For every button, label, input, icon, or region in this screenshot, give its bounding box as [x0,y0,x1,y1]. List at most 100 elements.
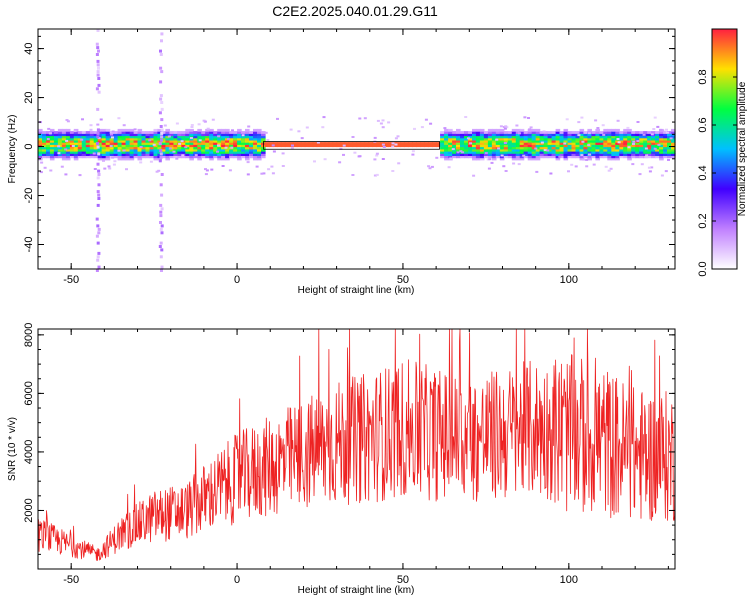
spectrogram-cell [671,151,676,154]
spectrogram-cell [643,148,648,152]
spectrogram-cell [627,131,632,134]
spectrogram-cell [491,128,497,132]
spectrogram-cell [105,128,111,132]
spectrogram-cell [65,146,71,150]
spectrogram-cell [49,157,55,161]
spectrogram-cell [499,131,505,134]
spectrogram-cell [205,131,210,134]
spectrogram-cell [117,117,121,120]
spectrogram-cell [579,144,585,148]
spectrogram-cell [221,153,226,156]
spectrogram-cell [615,133,620,137]
spectrogram-cell [659,133,664,137]
spectrogram-cell [101,128,107,132]
spectrogram-cell [61,146,67,150]
spectrogram-cell [527,144,533,148]
spectrogram-cell [53,137,59,141]
spectrogram-cell [464,146,469,150]
spectrogram-cell [69,155,75,159]
spectrogram-cell [659,131,664,134]
spectrogram-cell [475,139,481,143]
spectrogram-cell [503,146,509,150]
spectrogram-cell [504,170,508,172]
spectrogram-cell [233,135,238,139]
spectrogram-cell [519,151,525,154]
spectrogram-cell [416,144,421,148]
spectrogram-cell [603,155,608,159]
spectrogram-cell [619,153,624,156]
spectrogram-cell [567,131,573,134]
spectrogram-cell [161,155,166,159]
spectrogram-cell [619,131,624,134]
spectrogram-cell [77,131,83,134]
spectrogram-cell [159,97,163,101]
spectrogram-cell [217,155,222,159]
spectrogram-cell [468,131,473,134]
spectrogram-cell [257,128,262,132]
spectrogram-cell [261,135,266,139]
spectrogram-cell [237,142,242,145]
spectrogram-cell [571,142,577,145]
spectrogram-cell [483,133,489,137]
spectrogram-cell [469,142,473,145]
spectrogram-cell [169,153,174,156]
spectrogram-cell [651,135,656,139]
spectrogram-cell [97,155,103,159]
spectrogram-cell [209,151,214,154]
spectrogram-cell [181,146,186,150]
spectrogram-cell [671,137,676,141]
spectrogram-cell [89,124,93,127]
spectrogram-cell [563,137,569,141]
spectrogram-cell [587,146,592,150]
spectrogram-cell [137,135,143,139]
spectrogram-cell [97,83,101,87]
spectrogram-cell [173,144,178,148]
spectrogram-cell [81,153,87,156]
spectrogram-cell [519,155,525,159]
spectrogram-cell [65,144,71,148]
spectrogram-cell [495,128,501,132]
spectrogram-cell [117,157,123,161]
spectrogram-cell [209,155,214,159]
spectrogram-cell [368,142,373,145]
spectrogram-cell [73,131,79,134]
spectrogram-cell [667,131,672,134]
spectrogram-cell [157,169,161,172]
spectrogram-cell [567,146,573,150]
spectrogram-cell [125,139,131,143]
spectrogram-cell [394,137,398,140]
spectrogram-cell [647,133,652,137]
spectrogram-cell [460,146,465,150]
spectrogram-cell [53,153,59,156]
spectrogram-cell [221,144,226,148]
spectrogram-cell [659,135,664,139]
spectrogram-cell [117,142,123,145]
spectrogram-cell [479,142,485,145]
spectrogram-cell [619,133,624,137]
spectrogram-cell [57,137,63,141]
spectrogram-cell [444,135,449,139]
spectrogram-cell [527,139,533,143]
spectrogram-cell [435,156,439,159]
spectrogram-cell [495,142,501,145]
spectrogram-cell [245,157,250,161]
spectrogram-cell [194,154,198,157]
spectrogram-cell [101,137,107,141]
spectrogram-cell [559,155,565,159]
spectrogram-cell [229,139,234,143]
spectrogram-cell [452,155,457,159]
spectrogram-cell [440,131,445,134]
spectrogram-cell [85,151,91,154]
spectrogram-cell [651,148,656,152]
spectrogram-cell [201,131,206,134]
spectrogram-cell [575,142,581,145]
spectrogram-cell [639,137,644,141]
spectrogram-cell [153,133,159,137]
spectrogram-cell [475,128,481,132]
spectrogram-cell [535,139,541,143]
spectrogram-cell [77,139,83,143]
spectrogram-cell [113,155,119,159]
spectrogram-cell [53,146,59,150]
spectrogram-cell [113,144,119,148]
spectrogram-cell [603,133,608,137]
